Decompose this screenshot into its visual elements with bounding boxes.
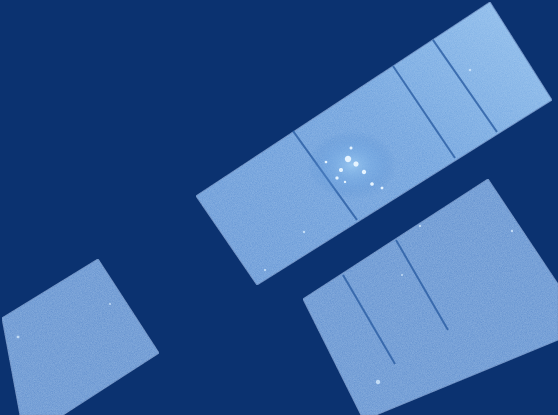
detector-chip-lower-left	[1, 258, 160, 415]
detector-segment-gaps-lower	[342, 239, 449, 365]
faint-point-sources	[16, 68, 514, 385]
detector-strip-lower	[302, 178, 558, 415]
bright-stars	[324, 146, 384, 190]
bright-cluster-glow	[307, 131, 397, 199]
